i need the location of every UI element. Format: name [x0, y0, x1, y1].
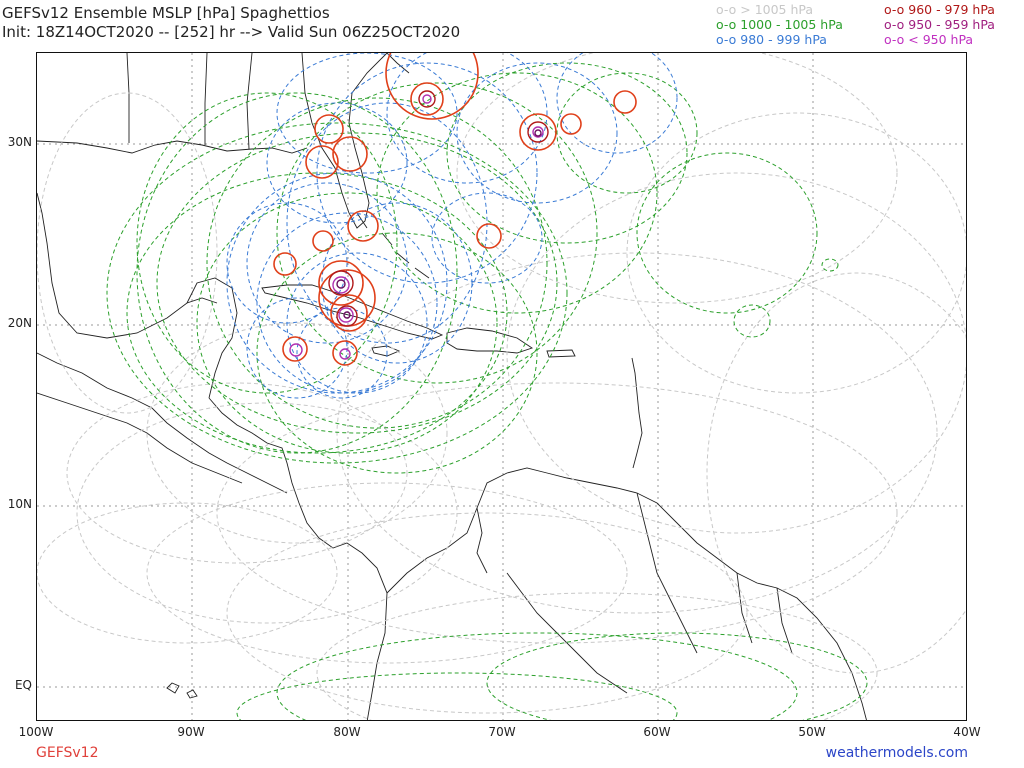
lon-label-100w: 100W	[18, 725, 54, 739]
storm-centers	[273, 53, 637, 366]
graticule	[37, 53, 966, 720]
lat-label-20n: 20N	[7, 316, 32, 330]
lat-label-eq: EQ	[14, 678, 32, 692]
coastlines	[37, 53, 867, 720]
legend-item-lt950: o-o < 950 hPa	[884, 32, 974, 47]
map-subtitle: Init: 18Z14OCT2020 -- [252] hr --> Valid…	[2, 23, 461, 41]
lon-label-40w: 40W	[953, 725, 981, 739]
map-canvas	[37, 53, 966, 720]
lat-label-30n: 30N	[7, 135, 32, 149]
contours-980-999	[226, 53, 678, 399]
legend-item-950-959: o-o 950 - 959 hPa	[884, 17, 995, 32]
legend-item-980-999: o-o 980 - 999 hPa	[716, 32, 827, 47]
legend-column-right: o-o 960 - 979 hPa o-o 950 - 959 hPa o-o …	[884, 2, 995, 47]
lon-label-90w: 90W	[177, 725, 205, 739]
legend-item-gt1005: o-o > 1005 hPa	[716, 2, 814, 17]
lon-label-70w: 70W	[488, 725, 516, 739]
map-title: GEFSv12 Ensemble MSLP [hPa] Spaghettios	[2, 4, 330, 22]
legend-item-960-979: o-o 960 - 979 hPa	[884, 2, 995, 17]
model-label: GEFSv12	[36, 745, 99, 761]
map-title-block: GEFSv12 Ensemble MSLP [hPa] Spaghettios …	[2, 4, 460, 42]
source-link[interactable]: weathermodels.com	[825, 745, 968, 761]
lat-label-10n: 10N	[7, 497, 32, 511]
legend-column-left: o-o > 1005 hPa o-o 1000 - 1005 hPa o-o 9…	[716, 2, 843, 47]
lon-label-60w: 60W	[643, 725, 671, 739]
map-panel	[36, 52, 967, 721]
lon-label-50w: 50W	[798, 725, 826, 739]
lon-label-80w: 80W	[333, 725, 361, 739]
legend-item-1000-1005: o-o 1000 - 1005 hPa	[716, 17, 843, 32]
contours-gt1005	[37, 53, 966, 720]
contours-1000-1005	[106, 62, 868, 720]
